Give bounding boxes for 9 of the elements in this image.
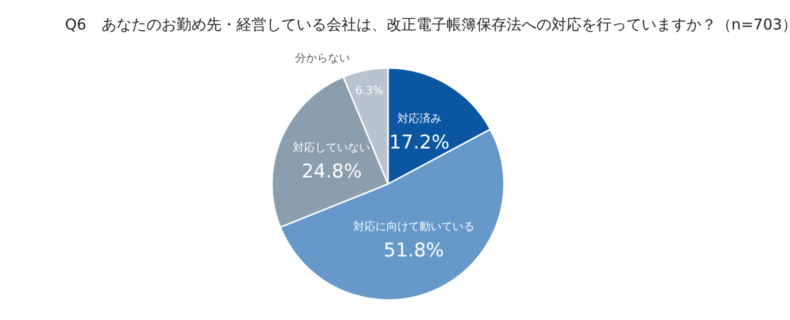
slice-label: 対応に向けて動いている bbox=[353, 220, 474, 233]
slice-label: 対応していない bbox=[293, 140, 370, 154]
slice-label: 対応済み bbox=[397, 112, 442, 126]
data-label: 24.8% bbox=[302, 160, 362, 182]
data-label: 51.8% bbox=[384, 239, 444, 262]
chart-title: Q6 あなたのお勤め先・経営している会社は、改正電子帳簿保存法への対応を行っていますか？（n=703） bbox=[65, 16, 790, 34]
slice-label: 分からない bbox=[295, 51, 350, 64]
data-label: 6.3% bbox=[355, 84, 384, 98]
data-label: 17.2% bbox=[389, 132, 450, 154]
